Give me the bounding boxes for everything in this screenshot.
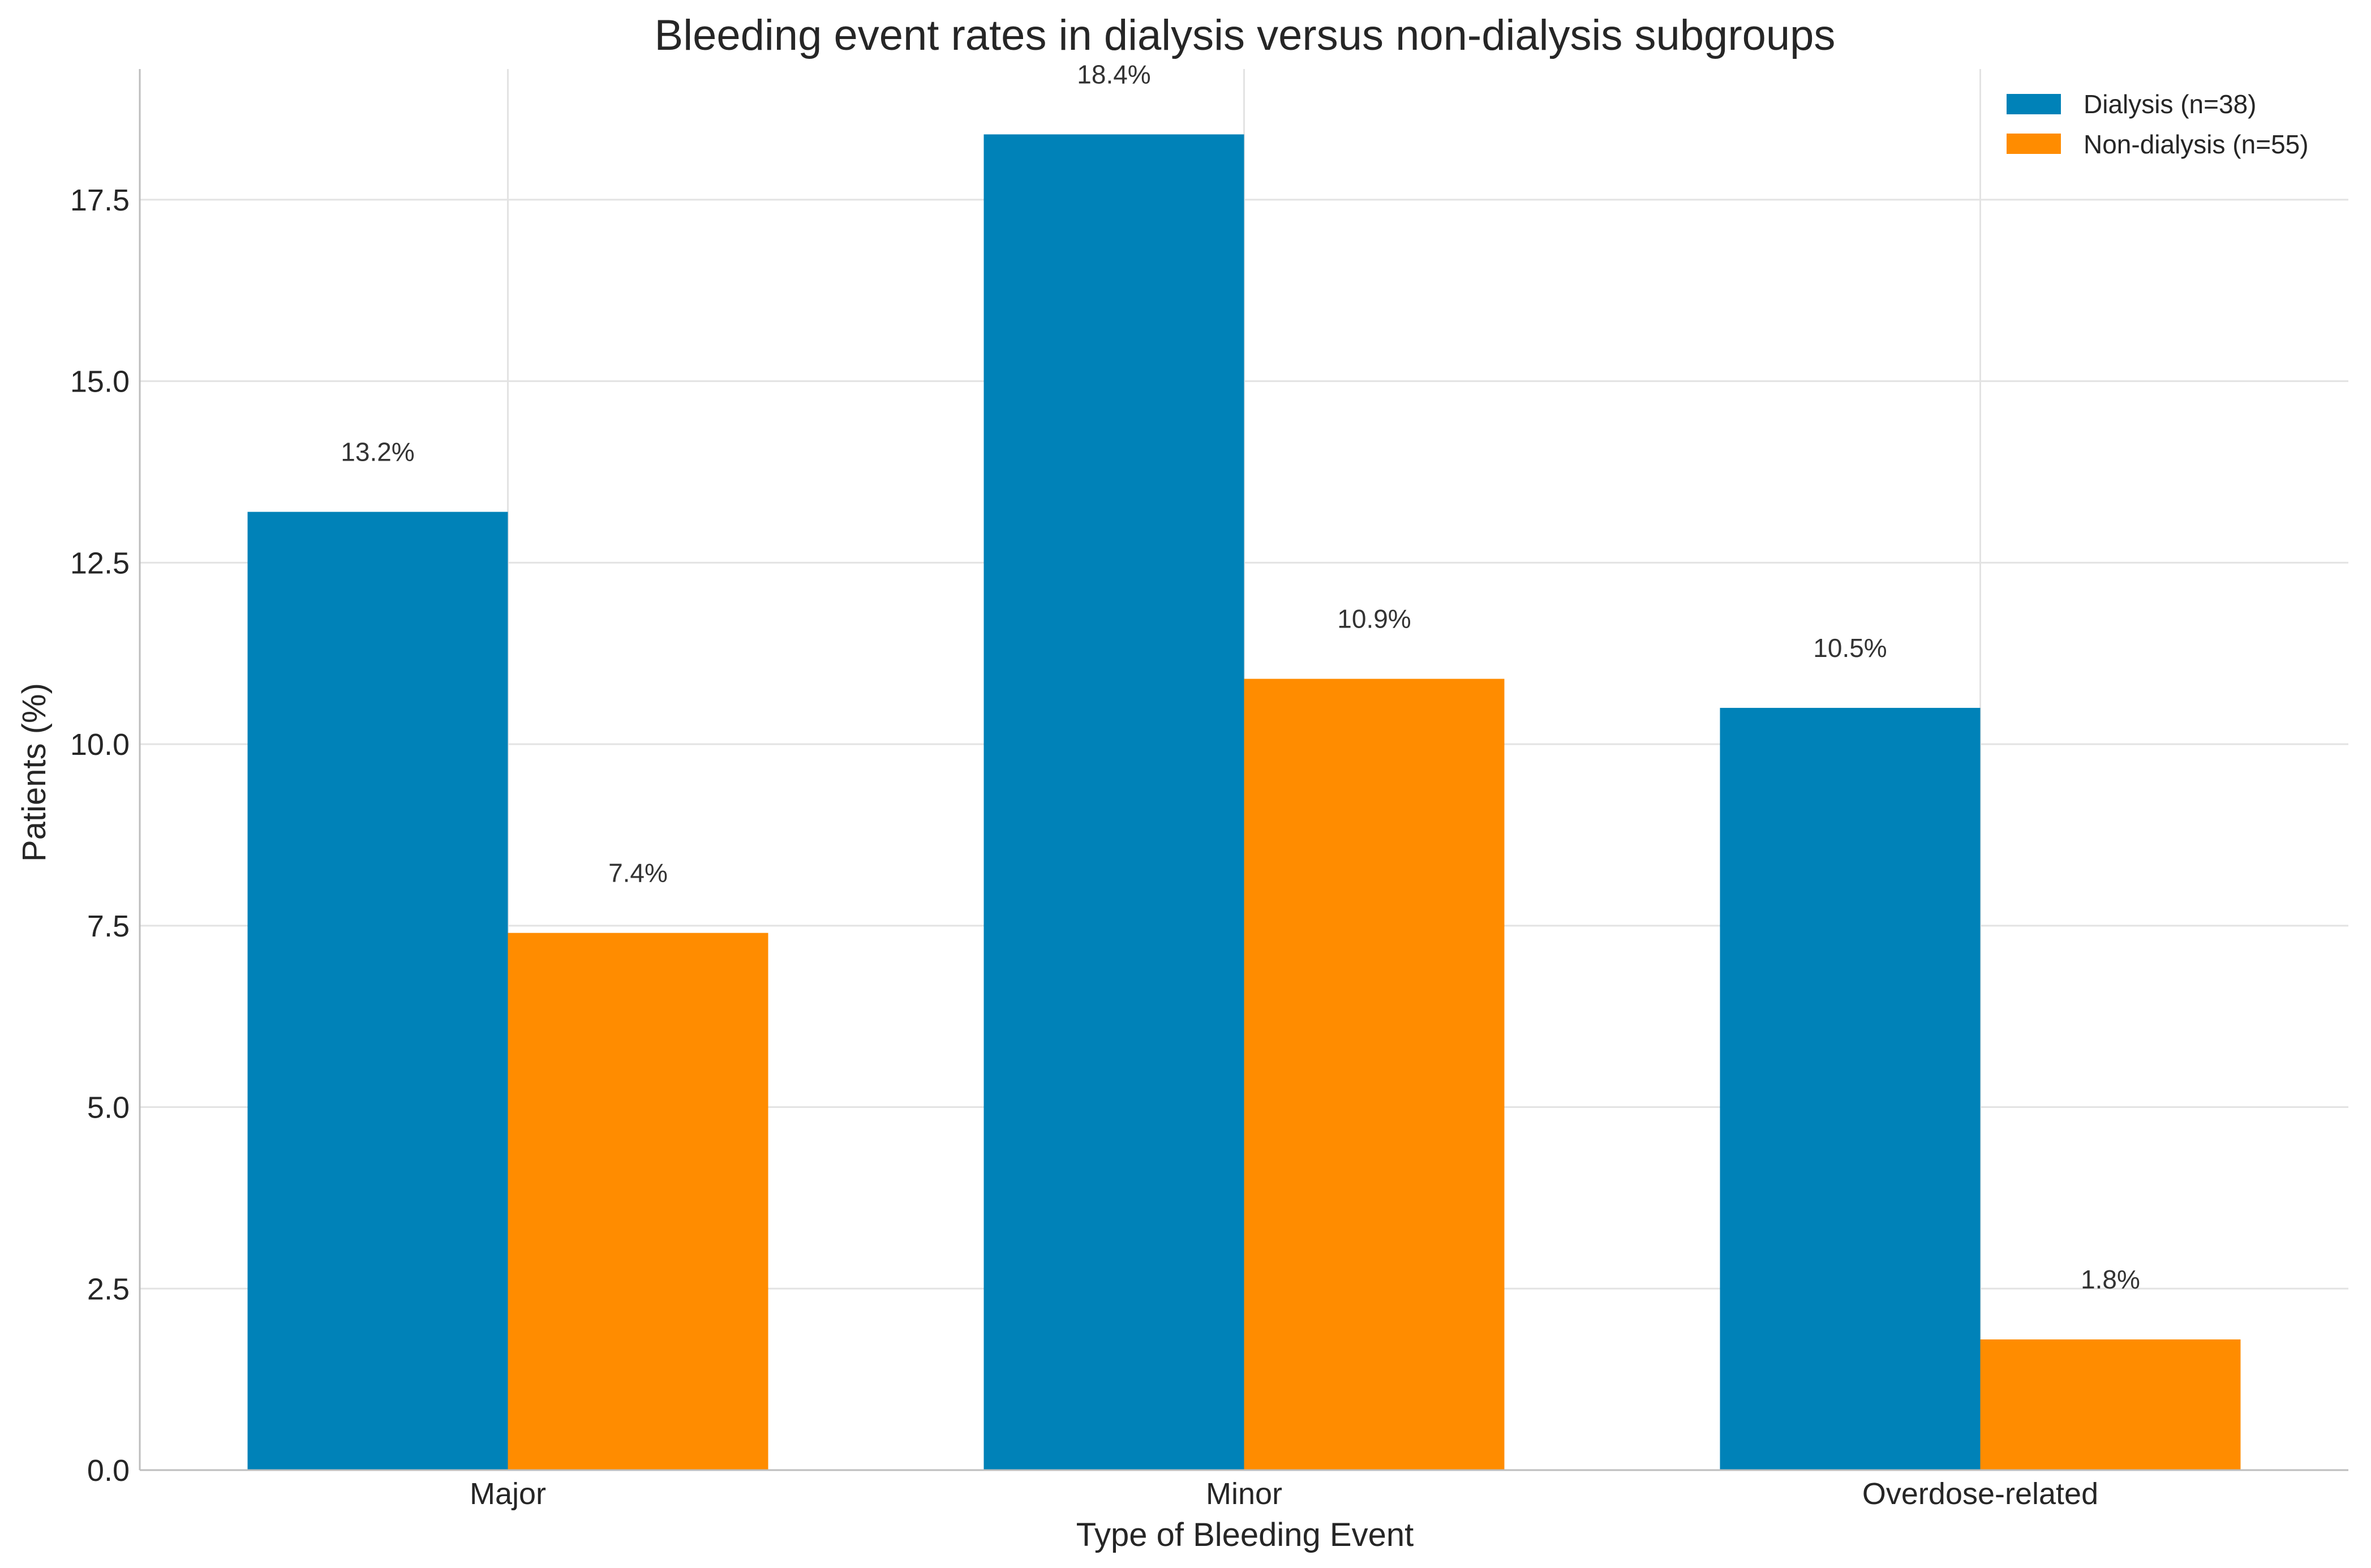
legend-swatch-dialysis — [2007, 94, 2061, 114]
axis-layer: 0.0 2.5 5.0 7.5 10.0 12.5 15.0 17.5 Major Minor Ov… — [70, 69, 2348, 1511]
x-tick-label: Overdose-related — [1862, 1477, 2098, 1511]
bar-value-label: 10.5% — [1813, 633, 1887, 663]
bar-dialysis — [1720, 707, 1981, 1470]
y-tick-label: 2.5 — [87, 1272, 130, 1306]
bar-labels-layer: 13.2% 18.4% 10.5% 7.4% 10.9% 1.8% — [341, 59, 2140, 1294]
bar-value-label: 18.4% — [1077, 59, 1150, 89]
legend-swatch-non-dialysis — [2007, 134, 2061, 154]
bars-layer — [247, 134, 2241, 1470]
bar-dialysis — [983, 134, 1244, 1470]
y-tick-label: 15.0 — [70, 365, 130, 399]
bar-non-dialysis — [1980, 1339, 2241, 1470]
bar-value-label: 10.9% — [1337, 604, 1411, 634]
y-tick-label: 12.5 — [70, 546, 130, 580]
bar-value-label: 7.4% — [608, 858, 668, 888]
y-tick-label: 7.5 — [87, 909, 130, 943]
y-tick-label: 17.5 — [70, 183, 130, 217]
legend-label-non-dialysis: Non-dialysis (n=55) — [2084, 130, 2309, 159]
x-tick-label: Major — [470, 1477, 546, 1511]
x-axis-label: Type of Bleeding Event — [1076, 1517, 1414, 1553]
bar-value-label: 1.8% — [2081, 1265, 2140, 1294]
bar-non-dialysis — [508, 933, 768, 1470]
y-tick-label: 5.0 — [87, 1091, 130, 1125]
bar-value-label: 13.2% — [341, 437, 414, 467]
legend: Dialysis (n=38) Non-dialysis (n=55) — [2007, 89, 2309, 159]
x-tick-label: Minor — [1206, 1477, 1282, 1511]
y-tick-label: 10.0 — [70, 728, 130, 762]
y-tick-label: 0.0 — [87, 1454, 130, 1488]
bar-dialysis — [247, 512, 508, 1470]
bar-non-dialysis — [1244, 678, 1505, 1470]
legend-label-dialysis: Dialysis (n=38) — [2084, 89, 2257, 119]
y-axis-label: Patients (%) — [16, 683, 53, 862]
chart-title: Bleeding event rates in dialysis versus … — [655, 11, 1836, 59]
